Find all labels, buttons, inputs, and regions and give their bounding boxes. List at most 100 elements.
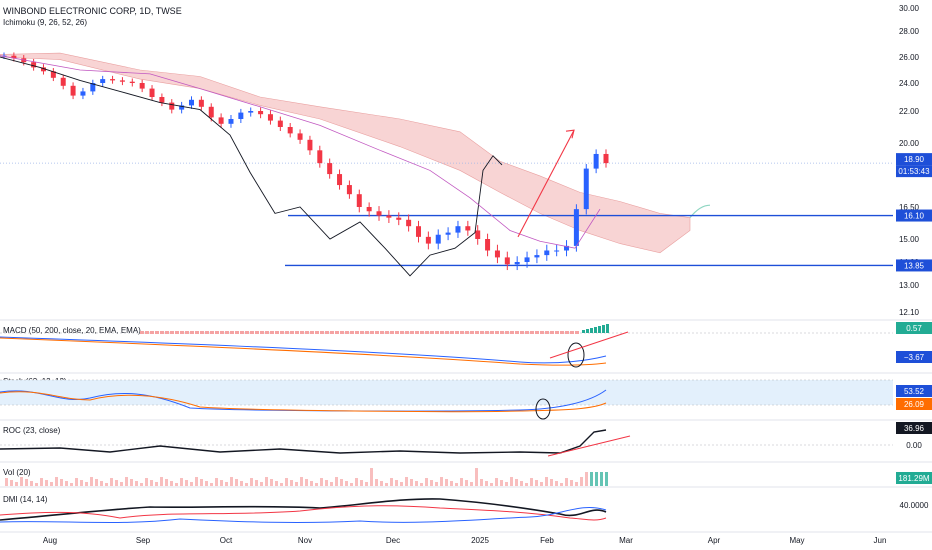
macd-hist-bar (140, 331, 144, 334)
macd-value-bg (896, 322, 932, 334)
macd-hist-bar (515, 331, 519, 334)
volume-bar (110, 478, 113, 486)
candle (376, 211, 382, 216)
candle (534, 255, 540, 258)
stoch-band (0, 380, 893, 405)
volume-bar (10, 480, 13, 486)
volume-bar (175, 483, 178, 486)
volume-bar (150, 480, 153, 486)
last-price-badge-bg (896, 153, 932, 166)
macd-hist-bar (370, 331, 374, 334)
price-tick: 15.00 (899, 235, 920, 244)
volume-bar (25, 479, 28, 486)
candle (189, 99, 195, 106)
volume-bar (200, 479, 203, 486)
volume-bar (220, 480, 223, 486)
candle (169, 102, 175, 110)
volume-bar (285, 478, 288, 486)
volume-bar (355, 478, 358, 486)
candle (544, 250, 550, 256)
volume-bar (490, 483, 493, 486)
volume-bar (335, 477, 338, 486)
volume-bar (470, 482, 473, 486)
macd-hist-bar (320, 331, 324, 334)
volume-bar (95, 479, 98, 486)
candle (494, 250, 500, 258)
macd-hist-bar (250, 331, 254, 334)
volume-bar (90, 477, 93, 486)
volume-bar (125, 477, 128, 486)
volume-bar (410, 479, 413, 486)
macd-line (0, 336, 607, 364)
macd-hist-bar (602, 325, 605, 333)
volume-bar (330, 482, 333, 486)
volume-bar (450, 481, 453, 486)
volume-bar (525, 483, 528, 486)
volume-bar (195, 477, 198, 486)
time-tick: Dec (386, 536, 400, 545)
candle (504, 257, 510, 265)
indicator-label: Ichimoku (9, 26, 52, 26) (3, 18, 88, 27)
macd-hist-bar (205, 331, 209, 334)
macd-hist-bar (295, 331, 299, 334)
candle (60, 77, 66, 86)
volume-bar (430, 480, 433, 486)
candle (337, 174, 343, 186)
volume-bar (370, 468, 373, 486)
volume-bar (400, 482, 403, 486)
candle (346, 185, 352, 195)
volume-bar (145, 478, 148, 486)
macd-hist-bar (390, 331, 394, 334)
macd-hist-bar (420, 331, 424, 334)
time-tick: 2025 (471, 536, 489, 545)
macd-hist-bar (586, 329, 589, 333)
volume-bar (305, 479, 308, 486)
volume-bar (55, 477, 58, 486)
candle (100, 79, 106, 83)
volume-bar (555, 481, 558, 486)
macd-hist-bar (465, 331, 469, 334)
dmi-label: DMI (14, 14) (3, 495, 48, 504)
roc-value: 36.96 (904, 424, 925, 433)
volume-bar (480, 479, 483, 486)
time-tick: Jun (874, 536, 887, 545)
macd-hist-bar (525, 331, 529, 334)
stoch-circle (535, 398, 551, 420)
volume-bar (190, 482, 193, 486)
price-tick: 16.50 (899, 203, 920, 212)
macd-hist-bar (560, 331, 564, 334)
volume-bar (5, 478, 8, 486)
candle (228, 119, 234, 124)
candle (386, 215, 392, 218)
volume-bar (35, 483, 38, 486)
volume-bar (30, 481, 33, 486)
macd-hist-bar (155, 331, 159, 334)
macd-hist-bar (410, 331, 414, 334)
macd-hist-bar (210, 331, 214, 334)
macd-hist-bar (375, 331, 379, 334)
candle (445, 232, 451, 235)
macd-hist-bar (606, 324, 609, 333)
macd-hist-bar (405, 331, 409, 334)
candle (11, 55, 17, 59)
candle (485, 239, 491, 251)
level-lo-badge: 13.85 (904, 261, 925, 270)
volume-bar (70, 483, 73, 486)
macd-hist-bar (570, 331, 574, 334)
macd-label: MACD (50, 200, close, 20, EMA, EMA) (3, 326, 141, 335)
macd-hist-bar (325, 331, 329, 334)
candle (31, 62, 37, 68)
time-tick: Nov (298, 536, 312, 545)
macd-hist-bar (200, 331, 204, 334)
macd-hist-bar (180, 331, 184, 334)
macd-hist-bar (290, 331, 294, 334)
macd-hist-bar (235, 331, 239, 334)
macd-hist-bar (270, 331, 274, 334)
macd-hist-bar (170, 331, 174, 334)
macd-hist-bar (285, 331, 289, 334)
macd-hist-bar (360, 331, 364, 334)
macd-hist-bar (275, 331, 279, 334)
volume-bar (580, 477, 583, 486)
volume-bar (535, 480, 538, 486)
